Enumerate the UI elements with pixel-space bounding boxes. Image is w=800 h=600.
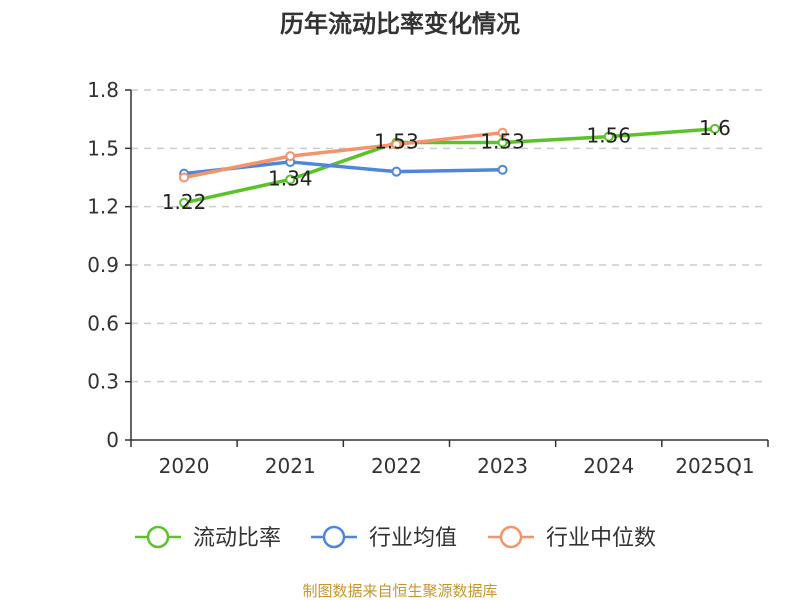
y-tick-label: 0.6 xyxy=(87,311,119,335)
legend-label: 行业中位数 xyxy=(546,526,656,551)
data-label: 1.53 xyxy=(374,130,419,154)
data-point xyxy=(709,123,720,134)
x-tick-label: 2025Q1 xyxy=(675,454,754,478)
x-tick-label: 2021 xyxy=(265,454,316,478)
x-tick-label: 2023 xyxy=(477,454,528,478)
legend-label: 流动比率 xyxy=(193,526,281,551)
data-label: 1.53 xyxy=(480,130,525,154)
x-tick-label: 2024 xyxy=(583,454,634,478)
data-point xyxy=(285,151,296,162)
data-label: 1.22 xyxy=(162,190,207,214)
y-tick-label: 1.5 xyxy=(87,136,119,160)
legend-marker xyxy=(322,525,346,549)
source-note: 制图数据来自恒生聚源数据库 xyxy=(302,582,497,600)
data-label: 1.34 xyxy=(268,166,313,190)
series-line xyxy=(183,127,716,205)
data-point xyxy=(391,166,402,177)
chart-title: 历年流动比率变化情况 xyxy=(280,10,520,38)
series-line xyxy=(183,131,503,180)
data-label: 1.6 xyxy=(699,116,731,140)
legend: 流动比率 行业均值 行业中位数 xyxy=(135,525,656,551)
axes: 0 0.3 0.6 0.9 1.2 1.5 1.8 2020 2021 2022 2023 2024 2… xyxy=(87,78,769,478)
data-point xyxy=(285,174,296,185)
data-point xyxy=(497,164,508,175)
data-point xyxy=(391,139,402,150)
grid-lines xyxy=(131,89,768,383)
y-tick-label: 0.9 xyxy=(87,253,119,277)
data-point xyxy=(603,131,614,142)
y-tick-label: 0 xyxy=(106,428,119,452)
legend-label: 行业均值 xyxy=(369,526,457,551)
y-tick-label: 1.8 xyxy=(87,78,119,102)
data-label: 1.56 xyxy=(586,124,631,148)
x-tick-label: 2020 xyxy=(159,454,210,478)
legend-marker xyxy=(146,525,170,549)
legend-marker xyxy=(499,525,523,549)
data-point xyxy=(497,137,508,148)
x-tick-label: 2022 xyxy=(371,454,422,478)
y-tick-label: 1.2 xyxy=(87,195,119,219)
data-point xyxy=(497,127,508,138)
series-group xyxy=(179,123,720,208)
data-point xyxy=(179,172,190,183)
y-tick-label: 0.3 xyxy=(87,370,119,394)
data-labels: 1.22 1.34 1.53 1.53 1.56 1.6 xyxy=(162,116,731,214)
data-point xyxy=(179,197,190,208)
